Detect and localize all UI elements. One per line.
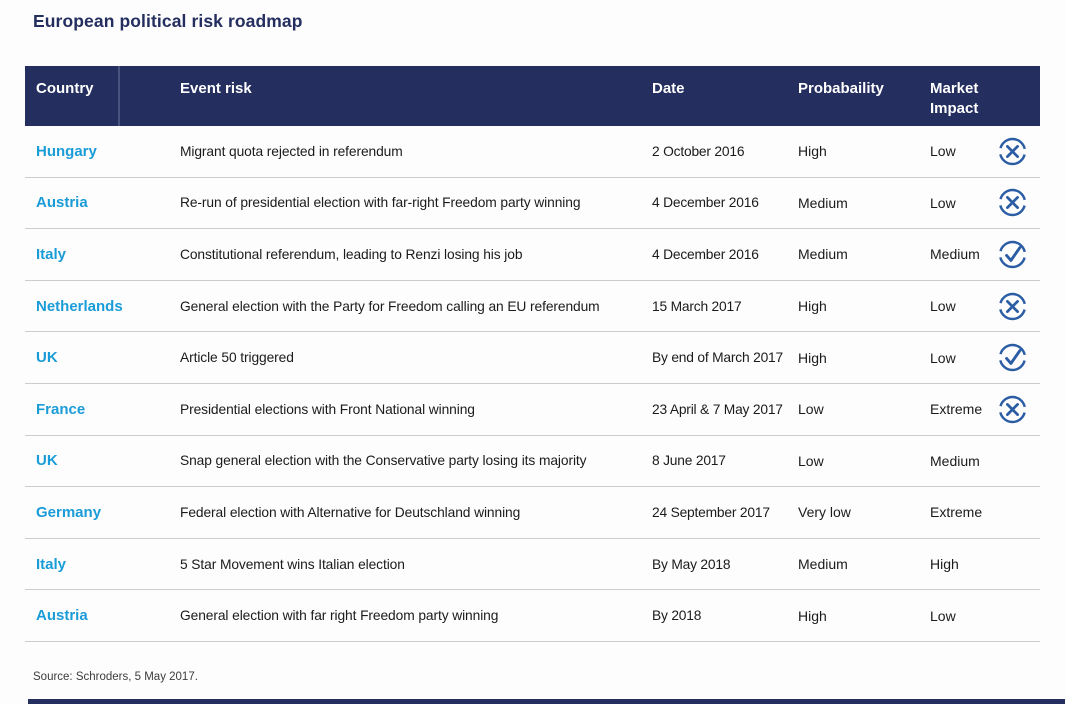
date-cell: By end of March 2017 — [652, 350, 783, 366]
date-cell: 23 April & 7 May 2017 — [652, 401, 783, 417]
country-cell: Austria — [36, 194, 88, 212]
country-cell: Italy — [36, 245, 67, 263]
column-header-market-impact: Market Impact — [930, 80, 979, 117]
probability-cell: Medium — [798, 194, 848, 211]
table-row: Italy 5 Star Movement wins Italian elect… — [25, 538, 1040, 591]
event-risk-cell: Re-run of presidential election with far… — [180, 195, 581, 211]
probability-cell: Low — [798, 452, 824, 469]
column-header-date: Date — [652, 80, 685, 97]
date-cell: 4 December 2016 — [652, 195, 759, 211]
probability-cell: Very low — [798, 504, 851, 521]
table-row: Italy Constitutional referendum, leading… — [25, 229, 1040, 281]
check-circle-icon — [998, 240, 1027, 269]
country-cell: Italy — [36, 555, 67, 573]
probability-cell: High — [798, 349, 827, 366]
event-risk-cell: Federal election with Alternative for De… — [180, 504, 521, 520]
table-row: France Presidential elections with Front… — [25, 383, 1040, 436]
country-cell: Germany — [36, 503, 102, 521]
country-cell: UK — [36, 452, 58, 470]
table-header: Country Event risk Date Probabaility Mar… — [25, 66, 1040, 126]
event-risk-cell: Article 50 triggered — [180, 350, 294, 366]
column-header-country: Country — [25, 66, 120, 126]
probability-cell: Low — [798, 401, 824, 418]
event-risk-cell: 5 Star Movement wins Italian election — [180, 556, 405, 572]
event-risk-cell: General election with the Party for Free… — [180, 298, 600, 314]
source-note: Source: Schroders, 5 May 2017. — [33, 671, 198, 683]
impact-icon-cell — [985, 187, 1040, 218]
date-cell: By 2018 — [652, 608, 702, 624]
country-cell: Hungary — [36, 142, 97, 160]
country-cell: Austria — [36, 607, 88, 625]
event-risk-cell: General election with far right Freedom … — [180, 608, 499, 624]
table-row: Germany Federal election with Alternativ… — [25, 487, 1040, 539]
probability-cell: Medium — [798, 246, 848, 263]
impact-icon-cell — [985, 394, 1040, 425]
event-risk-cell: Snap general election with the Conservat… — [180, 453, 587, 469]
table-row: UK Snap general election with the Conser… — [25, 435, 1040, 488]
country-cell: UK — [36, 349, 58, 367]
page-title: European political risk roadmap — [33, 11, 303, 31]
impact-cell: Low — [930, 194, 956, 211]
date-cell: 8 June 2017 — [652, 453, 726, 469]
country-cell: Netherlands — [36, 297, 123, 315]
date-cell: 15 March 2017 — [652, 298, 742, 314]
column-header-probability: Probabaility — [798, 80, 884, 97]
probability-cell: Medium — [798, 556, 848, 573]
table-row: Netherlands General election with the Pa… — [25, 280, 1040, 333]
cross-circle-icon — [998, 137, 1027, 166]
impact-cell: Low — [930, 607, 956, 624]
date-cell: 4 December 2016 — [652, 246, 759, 262]
impact-cell: Low — [930, 298, 956, 315]
impact-icon-cell — [985, 239, 1040, 270]
impact-cell: Medium — [930, 452, 980, 469]
bottom-bar — [28, 699, 1065, 704]
event-risk-cell: Migrant quota rejected in referendum — [180, 143, 403, 159]
table-row: Austria Re-run of presidential election … — [25, 177, 1040, 230]
cross-circle-icon — [998, 395, 1027, 423]
impact-cell: Low — [930, 349, 956, 366]
column-header-event-risk: Event risk — [180, 80, 252, 97]
impact-cell: Low — [930, 143, 956, 160]
table-row: Hungary Migrant quota rejected in refere… — [25, 126, 1040, 178]
risk-table: Country Event risk Date Probabaility Mar… — [25, 66, 1040, 642]
event-risk-cell: Constitutional referendum, leading to Re… — [180, 246, 523, 262]
impact-icon-cell — [985, 136, 1040, 167]
impact-icon-cell — [985, 342, 1040, 373]
probability-cell: High — [798, 607, 827, 624]
table-body: Hungary Migrant quota rejected in refere… — [25, 126, 1040, 642]
probability-cell: High — [798, 143, 827, 160]
impact-icon-cell — [985, 291, 1040, 322]
date-cell: By May 2018 — [652, 556, 731, 572]
cross-circle-icon — [998, 189, 1027, 217]
table-row: Austria General election with far right … — [25, 590, 1040, 642]
impact-cell: Medium — [930, 246, 980, 263]
impact-cell: Extreme — [930, 504, 983, 521]
check-circle-icon — [998, 343, 1027, 372]
impact-cell: Extreme — [930, 401, 983, 418]
date-cell: 2 October 2016 — [652, 143, 745, 159]
probability-cell: High — [798, 298, 827, 315]
column-header-icon-spacer — [985, 66, 1040, 79]
impact-cell: High — [930, 556, 959, 573]
event-risk-cell: Presidential elections with Front Nation… — [180, 401, 475, 417]
date-cell: 24 September 2017 — [652, 504, 770, 520]
table-row: UK Article 50 triggered By end of March … — [25, 332, 1040, 384]
cross-circle-icon — [998, 292, 1027, 320]
country-cell: France — [36, 400, 86, 418]
